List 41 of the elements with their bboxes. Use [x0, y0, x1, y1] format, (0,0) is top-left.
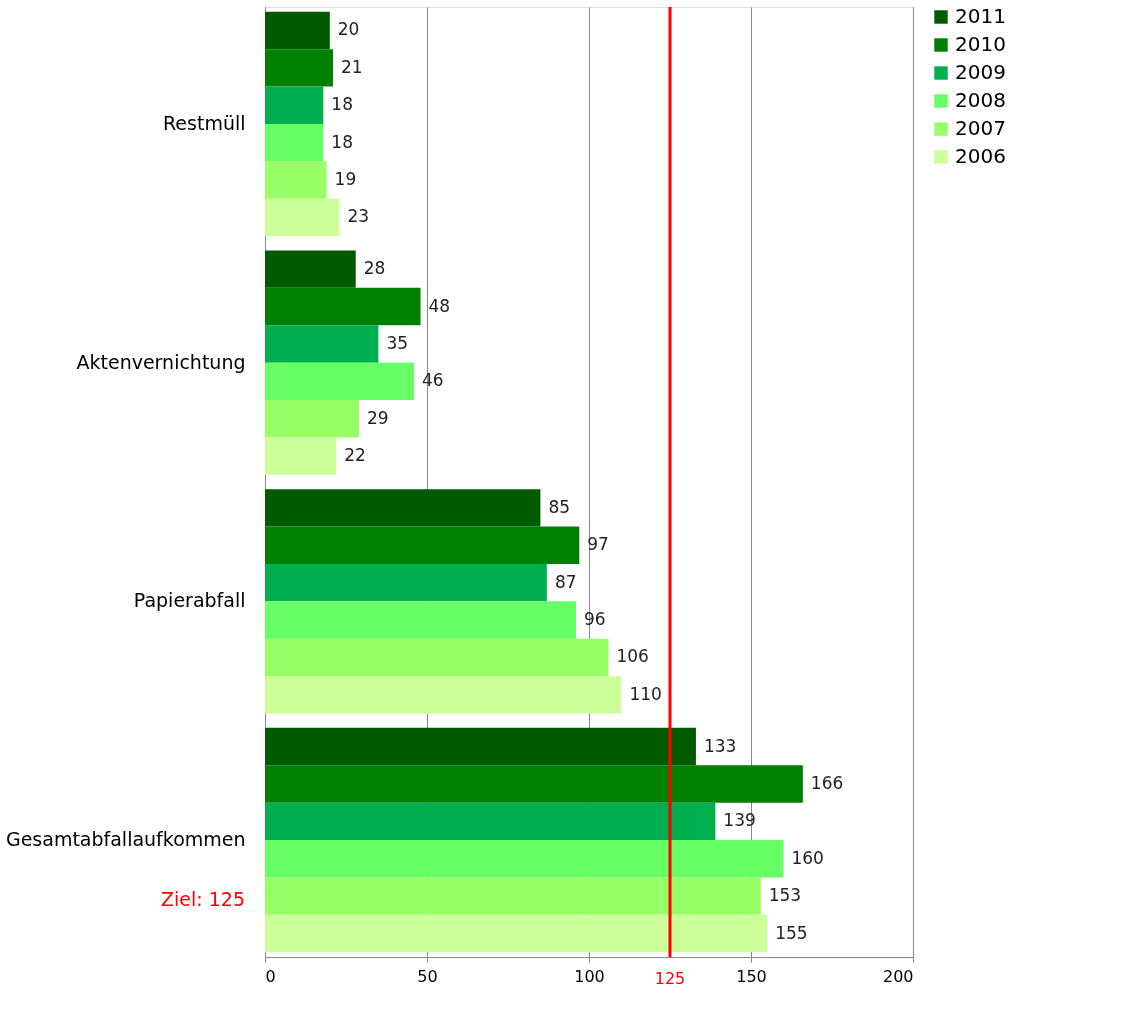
- data-label: 22: [344, 445, 366, 466]
- y-tick-label: Aktenvernichtung: [76, 350, 246, 373]
- data-label: 110: [629, 683, 662, 704]
- x-tick-label: 50: [417, 966, 438, 986]
- x-tick-label: 150: [736, 966, 767, 986]
- data-label: 166: [810, 772, 844, 793]
- data-label: 23: [347, 206, 370, 227]
- data-label: 160: [791, 847, 824, 868]
- x-tick-label: 0: [265, 966, 276, 986]
- legend-label: 2010: [955, 32, 1006, 56]
- data-label: 46: [422, 370, 444, 391]
- x-tick-label: 100: [574, 966, 605, 986]
- data-label: 97: [587, 534, 609, 555]
- legend-label: 2008: [955, 88, 1006, 112]
- data-label: 21: [341, 56, 363, 77]
- ref-line-label: 125: [654, 969, 686, 988]
- data-label: 48: [428, 295, 451, 316]
- data-label: 155: [775, 922, 808, 943]
- data-label: 18: [331, 94, 353, 115]
- data-label: 85: [548, 496, 571, 517]
- data-label: 139: [723, 810, 756, 831]
- legend-label: 2011: [955, 4, 1006, 28]
- data-label: 18: [331, 131, 353, 152]
- data-label: 133: [703, 735, 737, 756]
- legend-label: 2009: [955, 60, 1006, 84]
- legend-label: 2006: [955, 144, 1006, 168]
- legend-label: 2007: [955, 116, 1006, 140]
- data-label: 28: [363, 258, 386, 279]
- data-label: 106: [616, 646, 649, 667]
- data-label: 87: [554, 571, 577, 592]
- data-label: 29: [366, 407, 389, 428]
- data-label: 20: [337, 19, 360, 40]
- x-tick-label: 200: [882, 966, 914, 986]
- y-tick-label: Papierabfall: [133, 589, 246, 612]
- data-label: 96: [584, 609, 606, 630]
- y-tick-label: Restmüll: [163, 111, 246, 134]
- text: Ziel: 125: [161, 888, 245, 911]
- data-label: 19: [334, 169, 357, 190]
- y-tick-label: Gesamtabfallaufkommen: [5, 828, 246, 851]
- data-label: 153: [768, 885, 802, 906]
- data-label: 35: [386, 332, 409, 353]
